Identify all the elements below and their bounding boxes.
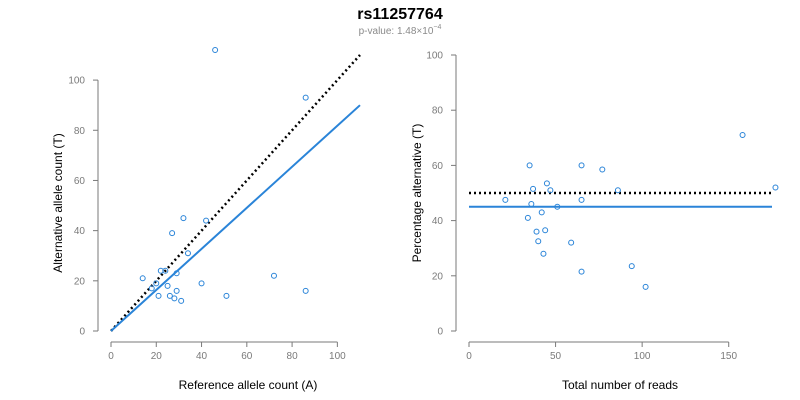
- right-y-tick-label: 60: [432, 161, 444, 172]
- right-data-point: [540, 250, 547, 257]
- left-data-point: [180, 215, 187, 222]
- right-data-point: [542, 227, 549, 234]
- right-data-point: [547, 187, 554, 194]
- right-y-tick-label: 40: [432, 216, 444, 227]
- left-data-point: [164, 282, 171, 289]
- left-data-point: [173, 287, 180, 294]
- right-data-point: [535, 238, 542, 245]
- left-data-point: [302, 94, 309, 101]
- left-x-tick-label: 60: [241, 351, 253, 362]
- left-x-tick-label: 0: [108, 351, 114, 362]
- left-data-point: [153, 280, 160, 287]
- left-x-tick-label: 100: [329, 351, 346, 362]
- left-data-point: [162, 267, 169, 274]
- left-x-axis-label: Reference allele count (A): [179, 378, 318, 392]
- right-data-point: [599, 166, 606, 173]
- left-y-tick-label: 0: [79, 327, 85, 338]
- left-y-tick-label: 80: [74, 126, 86, 137]
- right-data-point: [568, 239, 575, 246]
- left-data-point: [155, 292, 162, 299]
- right-data-point: [533, 228, 540, 235]
- right-x-tick-label: 50: [550, 351, 562, 362]
- right-y-tick-label: 20: [432, 271, 444, 282]
- right-data-point: [739, 132, 746, 139]
- right-data-point: [578, 162, 585, 169]
- left-x-tick-label: 20: [151, 351, 163, 362]
- right-x-axis-label: Total number of reads: [562, 378, 678, 392]
- left-y-tick-label: 60: [74, 176, 86, 187]
- right-x-tick-label: 0: [466, 351, 472, 362]
- left-data-point: [171, 295, 178, 302]
- chart-subtitle: p-value: 1.48×10−4: [359, 24, 442, 37]
- left-data-point: [169, 230, 176, 237]
- left-data-point: [178, 297, 185, 304]
- right-panel-percentage: Total number of reads Percentage alterna…: [410, 51, 779, 392]
- right-data-point: [554, 203, 561, 210]
- left-data-point: [148, 285, 155, 292]
- right-data-point: [642, 283, 649, 290]
- right-x-tick-label: 100: [634, 351, 651, 362]
- left-data-point: [302, 287, 309, 294]
- p-value-text: p-value: 1.48×10: [359, 26, 434, 37]
- right-data-point: [528, 201, 535, 208]
- left-x-tick-label: 40: [196, 351, 208, 362]
- right-data-point: [502, 196, 509, 203]
- right-data-point: [526, 162, 533, 169]
- left-x-tick-label: 80: [287, 351, 299, 362]
- left-data-point: [184, 250, 191, 257]
- left-data-point: [166, 292, 173, 299]
- right-data-point: [543, 180, 550, 187]
- right-y-tick-label: 0: [437, 327, 443, 338]
- left-fit-line: [110, 104, 361, 332]
- left-panel-allele-counts: Reference allele count (A) Alternative a…: [51, 46, 361, 392]
- right-data-point: [578, 196, 585, 203]
- left-data-point: [212, 46, 219, 53]
- left-data-point: [203, 217, 210, 224]
- right-y-axis-label: Percentage alternative (T): [410, 124, 424, 263]
- left-data-point: [223, 292, 230, 299]
- left-data-point: [139, 275, 146, 282]
- chart-title: rs11257764: [357, 6, 443, 23]
- right-data-point: [614, 187, 621, 194]
- left-data-point: [270, 272, 277, 279]
- left-y-tick-label: 100: [68, 76, 85, 87]
- right-data-point: [530, 185, 537, 192]
- left-data-point: [198, 280, 205, 287]
- right-y-tick-label: 100: [426, 51, 443, 62]
- p-value-exponent: −4: [433, 24, 441, 31]
- right-data-point: [538, 209, 545, 216]
- left-y-tick-label: 20: [74, 276, 86, 287]
- left-y-tick-label: 40: [74, 226, 86, 237]
- right-x-tick-label: 150: [720, 351, 737, 362]
- left-identity-dotted-line: [110, 54, 361, 332]
- right-data-point: [524, 214, 531, 221]
- right-y-tick-label: 80: [432, 106, 444, 117]
- left-y-axis-label: Alternative allele count (T): [51, 133, 65, 272]
- right-data-point: [628, 263, 635, 270]
- left-data-point: [173, 270, 180, 277]
- right-data-point: [772, 184, 779, 191]
- right-data-point: [578, 268, 585, 275]
